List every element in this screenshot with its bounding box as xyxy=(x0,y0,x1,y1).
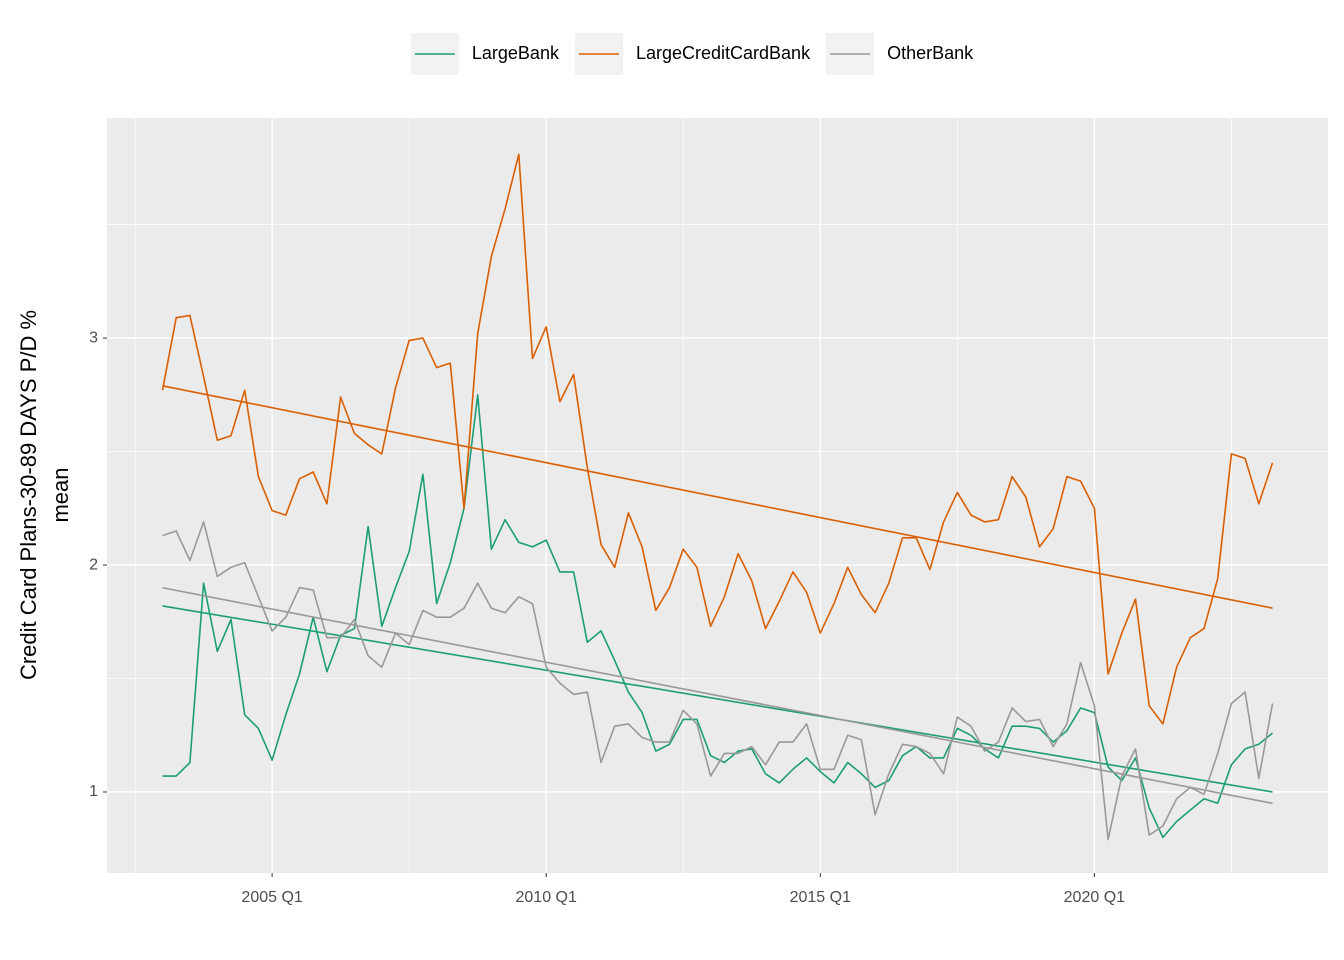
panel xyxy=(107,118,1328,873)
grid xyxy=(107,118,1328,873)
series-line xyxy=(161,153,1274,725)
series-line xyxy=(162,394,1274,839)
x-tick-label: 2015 Q1 xyxy=(790,889,851,906)
legend-item: LargeCreditCardBank xyxy=(574,33,811,75)
legend-item: LargeBank xyxy=(410,33,560,75)
legend: LargeBank LargeCreditCardBank OtherBank xyxy=(410,33,974,75)
legend-label: LargeBank xyxy=(472,43,560,63)
trend-line xyxy=(162,384,1273,609)
series-line xyxy=(162,521,1274,841)
trend-line xyxy=(162,586,1273,805)
legend-item: OtherBank xyxy=(826,33,974,75)
lines xyxy=(161,153,1274,841)
y-axis-title: Credit Card Plans-30-89 DAYS P/D % xyxy=(16,310,41,680)
x-tick-label: 2005 Q1 xyxy=(241,889,302,906)
legend-label: OtherBank xyxy=(887,43,974,63)
y-tick-label: 3 xyxy=(89,329,98,346)
x-tick-label: 2020 Q1 xyxy=(1064,889,1125,906)
x-tick-label: 2010 Q1 xyxy=(516,889,577,906)
axes: 1 2 3 2005 Q1 2010 Q1 2015 Q1 2020 Q1 xyxy=(89,329,1125,906)
y-tick-label: 2 xyxy=(89,556,98,573)
legend-label: LargeCreditCardBank xyxy=(636,43,811,63)
y-tick-label: 1 xyxy=(89,783,98,800)
trend-line xyxy=(162,605,1273,793)
y-axis-title: mean xyxy=(48,467,73,522)
